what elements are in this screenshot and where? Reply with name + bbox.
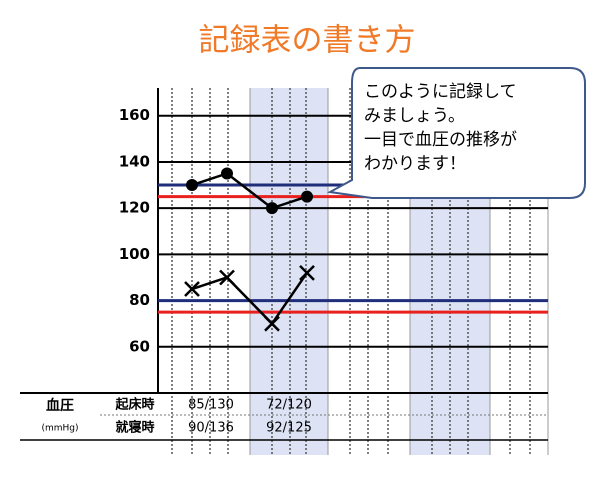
row-label: 起床時 (114, 397, 154, 413)
table-cell: 90/136 (188, 421, 234, 436)
row-label: 就寝時 (115, 420, 154, 436)
marker (299, 264, 315, 281)
series-line (191, 272, 309, 326)
marker (266, 202, 278, 215)
marker (221, 167, 233, 180)
annotation-text: みましょう。 (364, 106, 465, 126)
table-cell: 92/125 (266, 421, 312, 436)
marker (186, 179, 198, 192)
y-tick-label: 60 (129, 337, 150, 355)
marker (264, 315, 280, 332)
annotation-text: このように記録して (364, 82, 517, 102)
table-label: 血圧 (46, 397, 74, 414)
series-line (191, 172, 308, 210)
y-tick-label: 140 (119, 152, 150, 170)
title: 記録表の書き方 (199, 23, 416, 59)
table-unit: (mmHg) (41, 424, 78, 434)
annotation-text: わかります！ (364, 154, 466, 174)
y-tick-label: 100 (119, 245, 150, 263)
y-tick-label: 160 (119, 106, 150, 124)
y-tick-label: 80 (129, 291, 150, 309)
table-cell: 72/120 (266, 398, 312, 413)
speech-bubble (326, 67, 586, 199)
marker (301, 190, 313, 203)
table-cell: 85/130 (188, 398, 234, 413)
marker (184, 281, 200, 297)
marker (219, 269, 235, 286)
annotation-text: 一目で血圧の推移が (364, 130, 517, 150)
y-tick-label: 120 (119, 199, 150, 217)
